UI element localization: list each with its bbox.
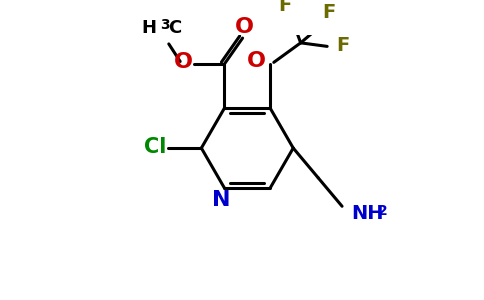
Text: F: F bbox=[336, 36, 349, 55]
Text: O: O bbox=[247, 52, 266, 71]
Text: F: F bbox=[278, 0, 291, 15]
Text: Cl: Cl bbox=[144, 137, 166, 157]
Text: 3: 3 bbox=[160, 18, 169, 32]
Text: O: O bbox=[174, 52, 193, 72]
Text: H: H bbox=[141, 19, 156, 37]
Text: F: F bbox=[322, 3, 335, 22]
Text: N: N bbox=[212, 190, 231, 210]
Text: 2: 2 bbox=[378, 204, 387, 218]
Text: NH: NH bbox=[351, 204, 383, 223]
Text: O: O bbox=[235, 16, 254, 37]
Text: C: C bbox=[168, 19, 181, 37]
